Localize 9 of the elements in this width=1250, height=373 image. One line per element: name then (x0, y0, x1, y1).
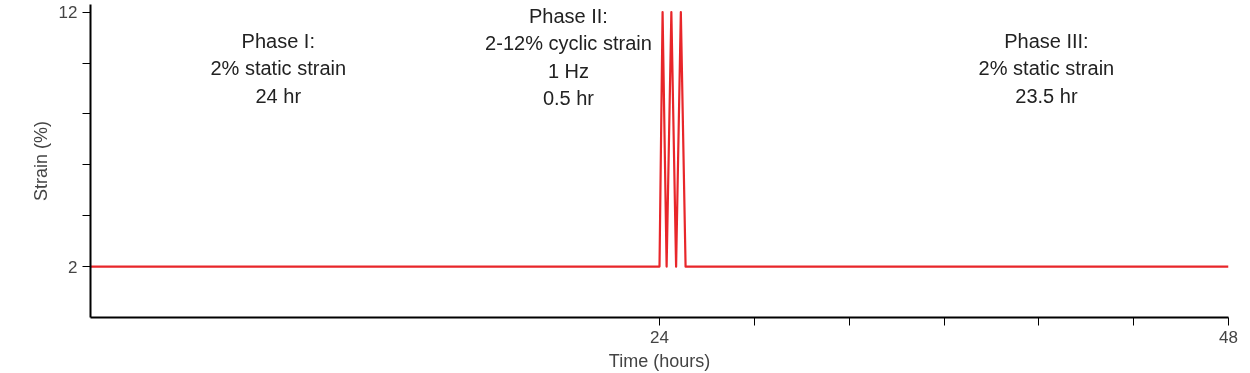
annotation: Phase I: 2% static strain 24 hr (210, 29, 347, 107)
x-tick-label: 48 (1219, 327, 1238, 347)
x-tick-label: 24 (650, 327, 669, 347)
y-axis-title: Strain (%) (30, 120, 51, 202)
x-axis-title: Time (hours) (608, 350, 711, 371)
annotation: Phase II: 2-12% cyclic strain 1 Hz 0.5 hr (485, 4, 652, 109)
annotation: Phase III: 2% static strain 23.5 hr (978, 29, 1115, 107)
y-tick-label: 2 (68, 257, 78, 277)
y-tick-label: 12 (58, 3, 78, 23)
